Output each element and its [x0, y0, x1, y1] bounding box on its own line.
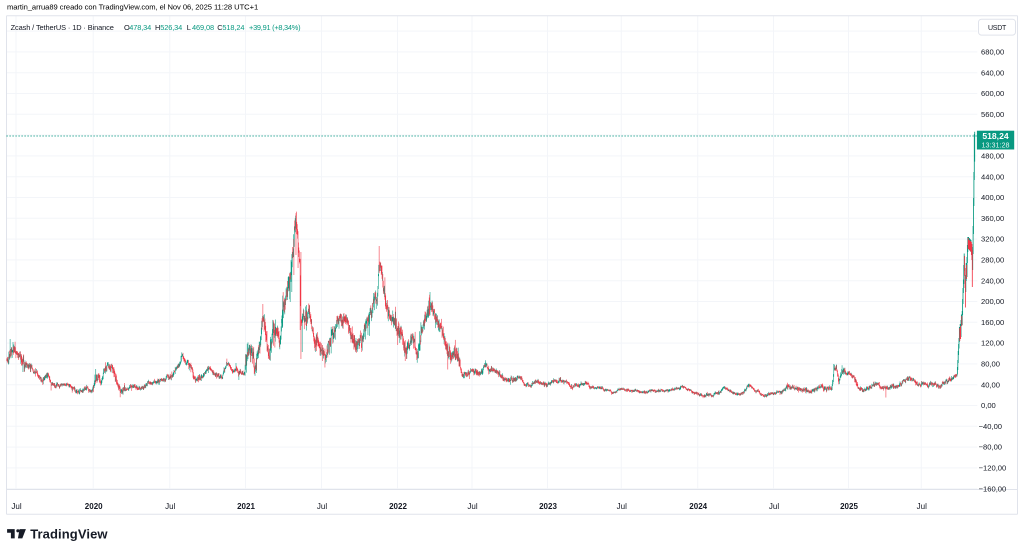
svg-text:640,00: 640,00: [981, 68, 1004, 77]
svg-text:40,00: 40,00: [981, 380, 1000, 389]
svg-text:2022: 2022: [389, 502, 407, 511]
svg-text:518,24: 518,24: [222, 23, 244, 32]
svg-text:Jul: Jul: [769, 502, 779, 511]
svg-text:400,00: 400,00: [981, 193, 1004, 202]
svg-text:2021: 2021: [237, 502, 255, 511]
svg-text:H: H: [155, 23, 160, 32]
svg-text:−120,00: −120,00: [979, 464, 1007, 473]
svg-text:440,00: 440,00: [981, 172, 1004, 181]
svg-text:526,34: 526,34: [160, 23, 182, 32]
svg-text:Jul: Jul: [917, 502, 927, 511]
svg-text:−80,00: −80,00: [979, 443, 1002, 452]
svg-text:L: L: [187, 23, 191, 32]
svg-text:+39,91 (+8,34%): +39,91 (+8,34%): [249, 23, 300, 32]
svg-text:120,00: 120,00: [981, 339, 1004, 348]
svg-text:2025: 2025: [840, 502, 858, 511]
svg-text:200,00: 200,00: [981, 297, 1004, 306]
svg-text:2023: 2023: [539, 502, 557, 511]
svg-text:2020: 2020: [85, 502, 103, 511]
svg-text:C: C: [217, 23, 223, 32]
svg-text:478,34: 478,34: [129, 23, 151, 32]
svg-text:13:31:28: 13:31:28: [982, 140, 1010, 149]
svg-text:martin_arrua89 creado con Trad: martin_arrua89 creado con TradingView.co…: [7, 3, 258, 12]
svg-text:0,00: 0,00: [981, 401, 996, 410]
svg-text:480,00: 480,00: [981, 152, 1004, 161]
svg-text:600,00: 600,00: [981, 89, 1004, 98]
svg-text:680,00: 680,00: [981, 48, 1004, 57]
svg-text:160,00: 160,00: [981, 318, 1004, 327]
svg-text:Zcash / TetherUS · 1D · Binanc: Zcash / TetherUS · 1D · Binance: [11, 23, 114, 32]
svg-text:O: O: [124, 23, 130, 32]
svg-text:80,00: 80,00: [981, 360, 1000, 369]
svg-text:−40,00: −40,00: [979, 422, 1002, 431]
svg-text:518,24: 518,24: [982, 131, 1009, 141]
svg-text:320,00: 320,00: [981, 235, 1004, 244]
svg-text:240,00: 240,00: [981, 276, 1004, 285]
svg-text:560,00: 560,00: [981, 110, 1004, 119]
svg-text:TradingView: TradingView: [30, 526, 108, 541]
svg-text:2024: 2024: [689, 502, 707, 511]
svg-text:−160,00: −160,00: [979, 484, 1007, 493]
svg-text:469,08: 469,08: [192, 23, 214, 32]
svg-text:360,00: 360,00: [981, 214, 1004, 223]
svg-text:Jul: Jul: [11, 502, 21, 511]
svg-text:Jul: Jul: [165, 502, 175, 511]
svg-text:USDT: USDT: [988, 25, 1007, 32]
svg-text:Jul: Jul: [317, 502, 327, 511]
svg-text:280,00: 280,00: [981, 256, 1004, 265]
svg-text:Jul: Jul: [617, 502, 627, 511]
svg-text:Jul: Jul: [467, 502, 477, 511]
